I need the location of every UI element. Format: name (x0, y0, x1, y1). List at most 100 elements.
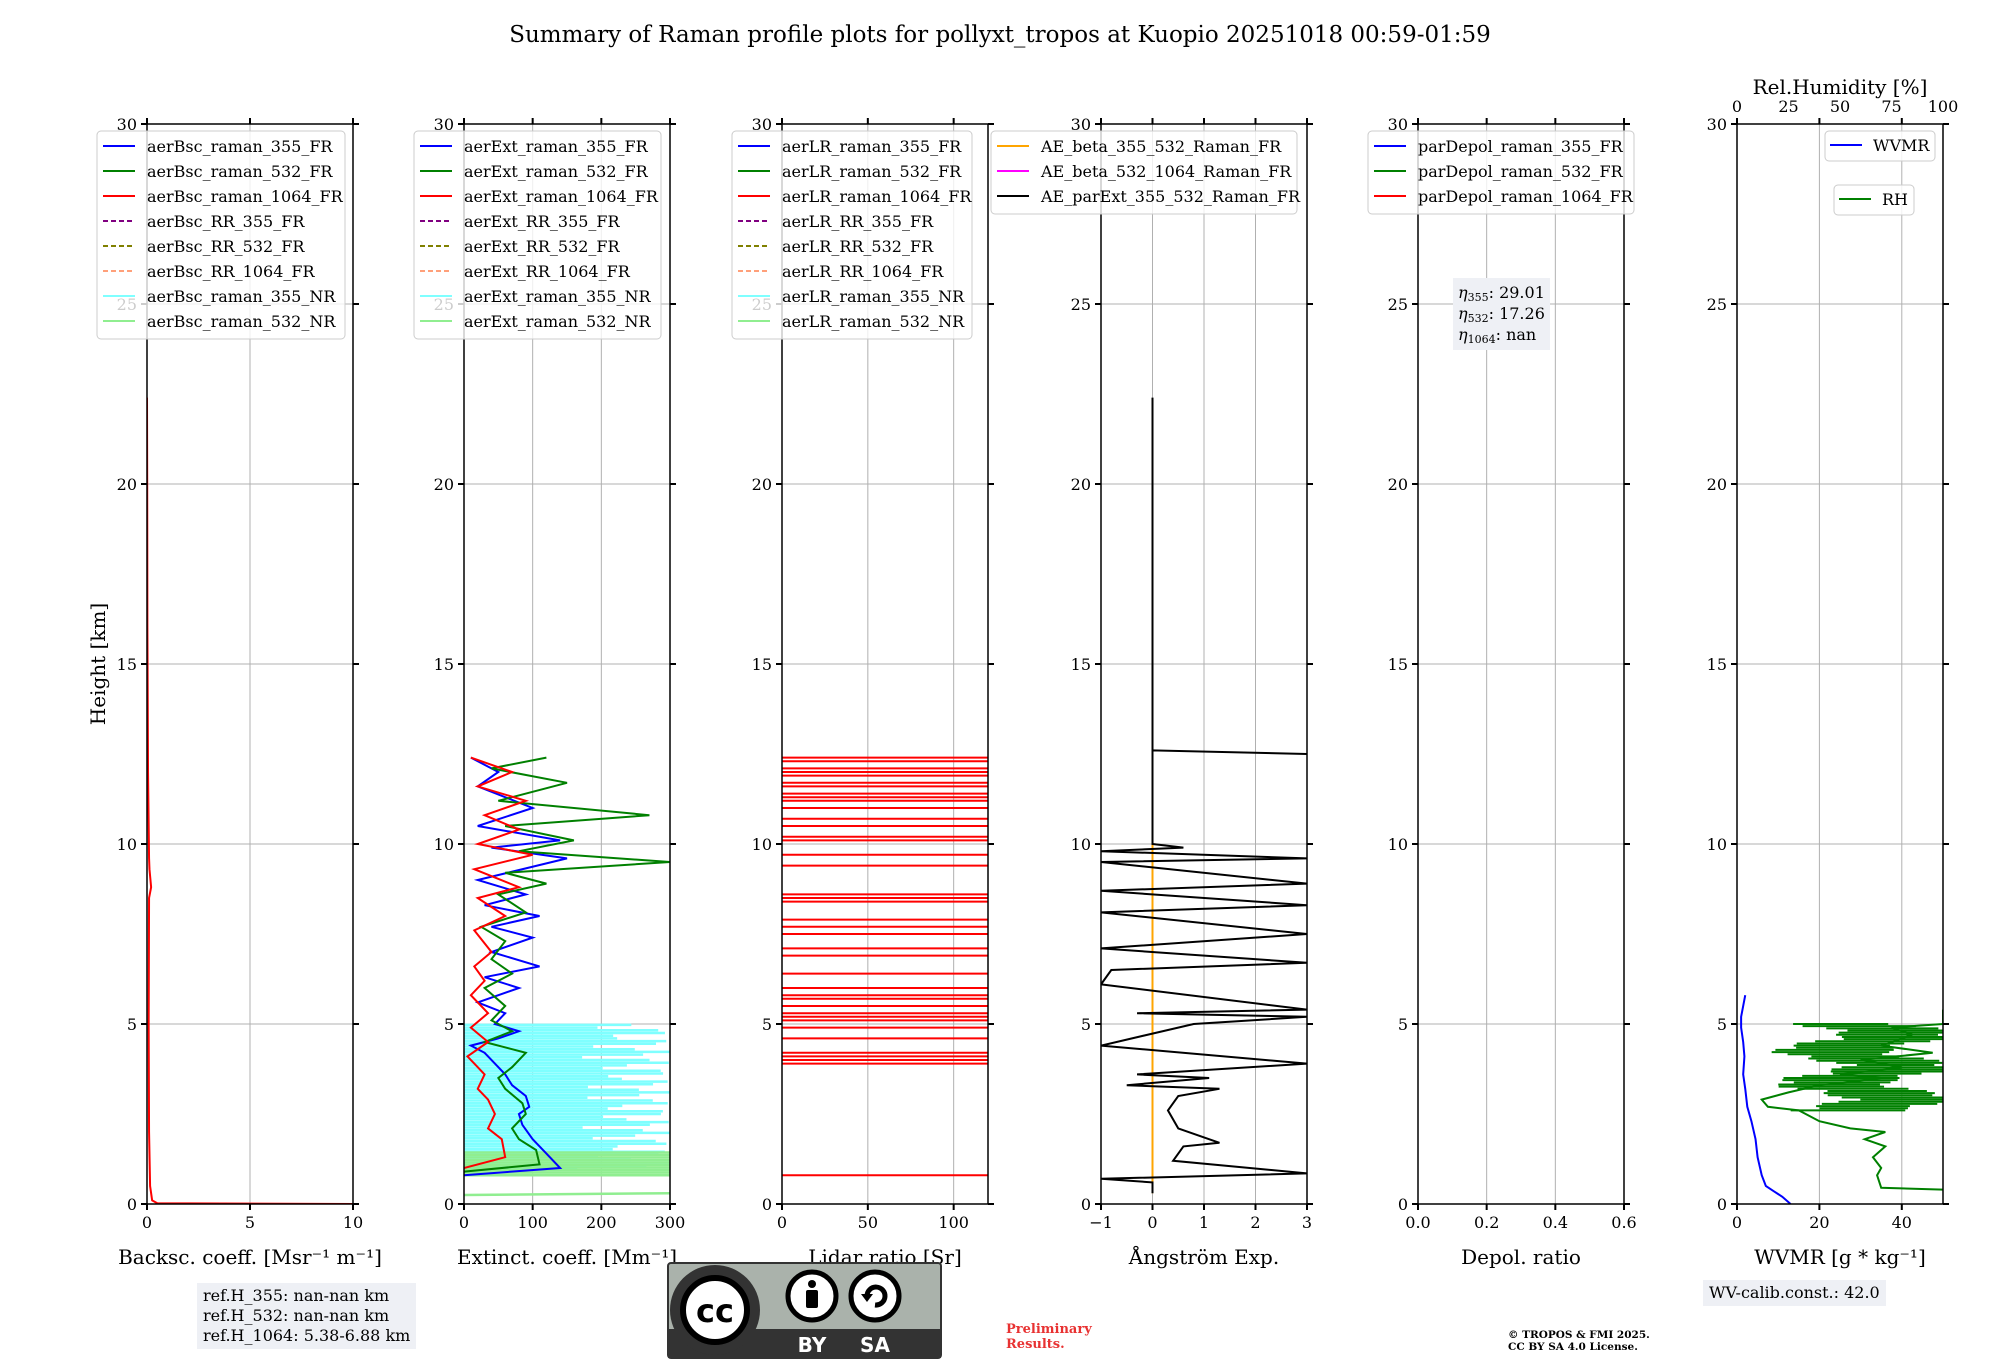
legend-label: aerExt_RR_355_FR (464, 212, 621, 231)
eta-value: : 17.26 (1489, 304, 1545, 323)
y-tick-label: 10 (434, 835, 454, 854)
x-tick-label: 100 (938, 1213, 969, 1232)
y-tick-label: 10 (1707, 835, 1727, 854)
legend-label: aerLR_RR_355_FR (782, 212, 934, 231)
legend-wvmr: WVMR (1824, 130, 1936, 162)
sa-label: SA (860, 1333, 890, 1357)
series-WVMR (1740, 995, 1792, 1204)
y-tick-label: 25 (1071, 295, 1091, 314)
y-tick-label: 10 (117, 835, 137, 854)
y-tick-label: 30 (117, 115, 137, 134)
legend-label: aerExt_RR_1064_FR (464, 262, 631, 281)
legend-depol: parDepol_raman_355_FR parDepol_raman_532_… (1367, 130, 1635, 215)
y-tick-label: 20 (1707, 475, 1727, 494)
y-tick-label: 20 (434, 475, 454, 494)
panel-lidar_ratio: 051015202530050100Lidar ratio [Sr]aerLR_… (731, 115, 994, 1269)
ref-height-355: ref.H_355: nan-nan km (203, 1286, 390, 1305)
plot-area (1740, 995, 1943, 1204)
legend-label: aerBsc_raman_532_NR (147, 312, 336, 331)
legend-box (1833, 184, 1915, 216)
legend-box (1367, 130, 1635, 215)
legend-label: AE_parExt_355_532_Raman_FR (1040, 187, 1301, 206)
y-tick-label: 25 (1707, 295, 1727, 314)
series-aerExt_raman_532_FR (464, 756, 670, 1173)
y-tick-label: 10 (1388, 835, 1408, 854)
legend-label: aerLR_raman_355_FR (782, 137, 962, 156)
panel-extinction: 0510152025300100200300Extinct. coeff. [M… (413, 115, 685, 1269)
legend-label: aerLR_RR_532_FR (782, 237, 934, 256)
x-tick-label: 3 (1302, 1213, 1312, 1232)
y-tick-label: 0 (127, 1195, 137, 1214)
x-tick-label: 0.2 (1474, 1213, 1499, 1232)
panel-wvmr: 0 5 10 15 20 25 30 0 20 40 WVMR [g * kg⁻¹] 0 25 50 75 1… (1707, 75, 1959, 1269)
y-tick-label: 15 (434, 655, 454, 674)
eta-subscript: 532 (1468, 312, 1489, 325)
eta-value: : nan (1496, 325, 1537, 344)
eta-subscript: 1064 (1468, 333, 1496, 346)
y-tick-label: 15 (752, 655, 772, 674)
plot-area (464, 756, 670, 1197)
by-label: BY (798, 1333, 827, 1357)
x-axis-label: Extinct. coeff. [Mm⁻¹] (457, 1245, 677, 1269)
x-tick-label: 1 (1199, 1213, 1209, 1232)
x-top-tick-label: 0 (1732, 97, 1742, 116)
x-top-tick-label: 50 (1830, 97, 1850, 116)
ref-height-1064: ref.H_1064: 5.38-6.88 km (203, 1326, 411, 1345)
legend-lidar_ratio: aerLR_raman_355_FR aerLR_raman_532_FR aerL… (731, 130, 973, 340)
x-axis-label: Backsc. coeff. [Msr⁻¹ m⁻¹] (118, 1245, 382, 1269)
legend-label: parDepol_raman_1064_FR (1418, 187, 1634, 206)
eta-line: η532: 17.26 (1458, 304, 1545, 325)
legend-extinction: aerExt_raman_355_FR aerExt_raman_532_FRae… (413, 130, 662, 340)
legend-label: aerBsc_raman_355_NR (147, 287, 336, 306)
x-tick-label: −1 (1089, 1213, 1113, 1232)
x-tick-label: 0.0 (1405, 1213, 1430, 1232)
eta-value: : 29.01 (1489, 283, 1545, 302)
legend-label: aerBsc_RR_532_FR (147, 237, 305, 256)
reference-height-box: ref.H_355: nan-nan km ref.H_532: nan-nan… (197, 1283, 417, 1349)
copyright-line-1: © TROPOS & FMI 2025. (1508, 1329, 1650, 1341)
copyright-line-2: CC BY SA 4.0 License. (1508, 1341, 1638, 1353)
y-tick-label: 15 (1707, 655, 1727, 674)
y-tick-label: 30 (1071, 115, 1091, 134)
x-axis-label: Ångström Exp. (1128, 1244, 1279, 1269)
legend-label: aerBsc_RR_1064_FR (147, 262, 316, 281)
y-tick-label: 0 (1717, 1195, 1727, 1214)
figure-title: Summary of Raman profile plots for polly… (509, 22, 1491, 48)
y-tick-label: 0 (1398, 1195, 1408, 1214)
series-AE_parExt_355_532_Raman_FR (1101, 749, 1307, 1194)
y-tick-label: 5 (1717, 1015, 1727, 1034)
y-tick-label: 25 (1388, 295, 1408, 314)
eta-symbol: η (1458, 283, 1468, 302)
plot-area (782, 756, 988, 1177)
y-tick-label: 5 (444, 1015, 454, 1034)
x-top-tick-label: 100 (1928, 97, 1959, 116)
legend-label: parDepol_raman_355_FR (1418, 137, 1624, 156)
y-tick-label: 15 (117, 655, 137, 674)
legend-backscatter: aerBsc_raman_355_FR aerBsc_raman_532_FRae… (96, 130, 346, 340)
y-tick-label: 0 (762, 1195, 772, 1214)
y-tick-label: 10 (1071, 835, 1091, 854)
legend-label: aerBsc_RR_355_FR (147, 212, 305, 231)
eta-subscript: 355 (1468, 291, 1489, 304)
y-tick-label: 30 (434, 115, 454, 134)
x-top-tick-label: 75 (1881, 97, 1901, 116)
series-aerExt_raman_1064_FR (464, 756, 533, 1169)
annotation-box (1453, 278, 1550, 350)
legend-box (731, 130, 973, 340)
ref-height-532: ref.H_532: nan-nan km (203, 1306, 390, 1325)
y-tick-label: 5 (762, 1015, 772, 1034)
x-tick-label: 10 (343, 1213, 363, 1232)
legend-label: aerExt_raman_532_FR (464, 162, 649, 181)
y-tick-label: 0 (444, 1195, 454, 1214)
wv-calibration-box: WV-calib.const.: 42.0 (1703, 1280, 1886, 1306)
legend-label: aerLR_raman_355_NR (782, 287, 965, 306)
x-tick-label: 0 (777, 1213, 787, 1232)
panel-depol: 0 5 10 15 20 25 30 0.0 0.2 0.4 0.6 Depol. ratio parD… (1367, 115, 1637, 1269)
svg-text:cc: cc (696, 1292, 734, 1330)
eta-line: η1064: nan (1458, 325, 1536, 346)
y-tick-label: 0 (1081, 1195, 1091, 1214)
legend-label: AE_beta_355_532_Raman_FR (1040, 137, 1282, 156)
y-tick-label: 20 (1388, 475, 1408, 494)
